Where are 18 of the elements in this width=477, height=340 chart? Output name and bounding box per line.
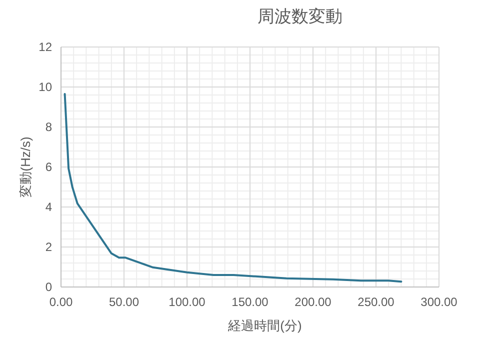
chart-title: 周波数変動: [258, 7, 342, 26]
line-series: [64, 93, 402, 283]
x-tick-label: 0.00: [49, 295, 73, 309]
y-tick-label: 12: [38, 40, 52, 54]
x-tick-label: 100.00: [168, 295, 206, 309]
x-tick-label: 250.00: [358, 295, 395, 309]
x-tick-label: 50.00: [108, 295, 140, 309]
y-tick-label: 8: [45, 120, 52, 134]
y-tick-label: 10: [38, 80, 52, 94]
y-tick-label: 6: [45, 160, 52, 174]
x-tick-label: 200.00: [294, 295, 332, 309]
x-tick-label: 300.00: [420, 295, 458, 309]
y-axis-title: 変動(Hz/s): [18, 136, 33, 198]
x-tick-label: 150.00: [232, 295, 269, 309]
y-tick-label: 2: [45, 240, 52, 254]
y-tick-label: 4: [45, 200, 52, 214]
y-tick-label: 0: [45, 280, 52, 294]
x-axis-title: 経過時間(分): [227, 318, 302, 333]
